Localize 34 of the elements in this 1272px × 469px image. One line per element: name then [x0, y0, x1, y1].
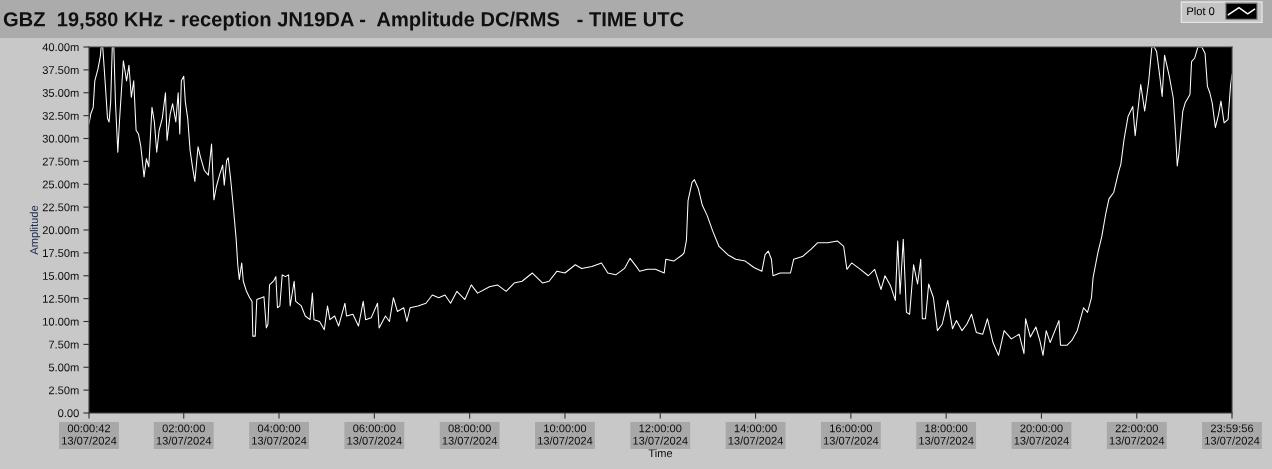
chart-title: GBZ 19,580 KHz - reception JN19DA - Amplitude DC/RMS - TIME UTC	[3, 11, 684, 31]
y-tick-label: 5.00m	[48, 363, 79, 372]
y-tick-label: 22.50m	[42, 203, 79, 212]
x-tick-label: 04:00:00 13/07/2024	[252, 424, 307, 445]
x-tick-label: 16:00:00 13/07/2024	[823, 424, 879, 445]
x-tick-label: 08:00:00 13/07/2024	[442, 424, 498, 445]
y-tick-label: 12.50m	[43, 294, 79, 303]
x-tick-label: 20:00:00 13/07/2024	[1014, 424, 1069, 445]
y-tick-label: 40.00m	[42, 43, 79, 52]
y-tick-label: 7.50m	[48, 340, 79, 349]
x-tick-label: 02:00:00 13/07/2024	[156, 424, 212, 445]
x-tick-label: 06:00:00 13/07/2024	[347, 424, 402, 445]
y-tick-label: 35.00m	[42, 89, 79, 97]
x-tick-label: 10:00:00 13/07/2024	[537, 424, 593, 445]
x-tick-label: 12:00:00 13/07/2024	[633, 424, 688, 445]
y-axis-title: Amplitude	[29, 205, 41, 255]
y-tick-label: 32.50m	[42, 111, 79, 120]
x-tick-label: 18:00:00 13/07/2024	[919, 424, 974, 445]
x-tick-label: 23:59:56 13/07/2024	[1205, 424, 1260, 445]
y-tick-label: 30.00m	[42, 134, 79, 143]
y-tick-label: 25.00m	[42, 180, 79, 189]
y-tick-label: 2.50m	[48, 386, 79, 395]
x-tick-label: 14:00:00 13/07/2024	[728, 424, 784, 445]
y-tick-label: 15.00m	[43, 272, 79, 280]
y-tick-label: 17.50m	[43, 249, 79, 258]
x-tick-label: 00:00:42 13/07/2024	[62, 424, 117, 445]
y-tick-label: 37.50m	[42, 66, 79, 75]
legend-label: Plot 0	[1187, 7, 1215, 16]
y-tick-label: 10.00m	[43, 317, 79, 326]
x-axis-title: Time	[648, 449, 673, 458]
y-tick-label: 20.00m	[42, 226, 79, 235]
x-tick-label: 22:00:00 13/07/2024	[1109, 424, 1165, 445]
y-tick-label: 0.00	[58, 409, 79, 418]
y-tick-label: 27.50m	[42, 157, 79, 166]
